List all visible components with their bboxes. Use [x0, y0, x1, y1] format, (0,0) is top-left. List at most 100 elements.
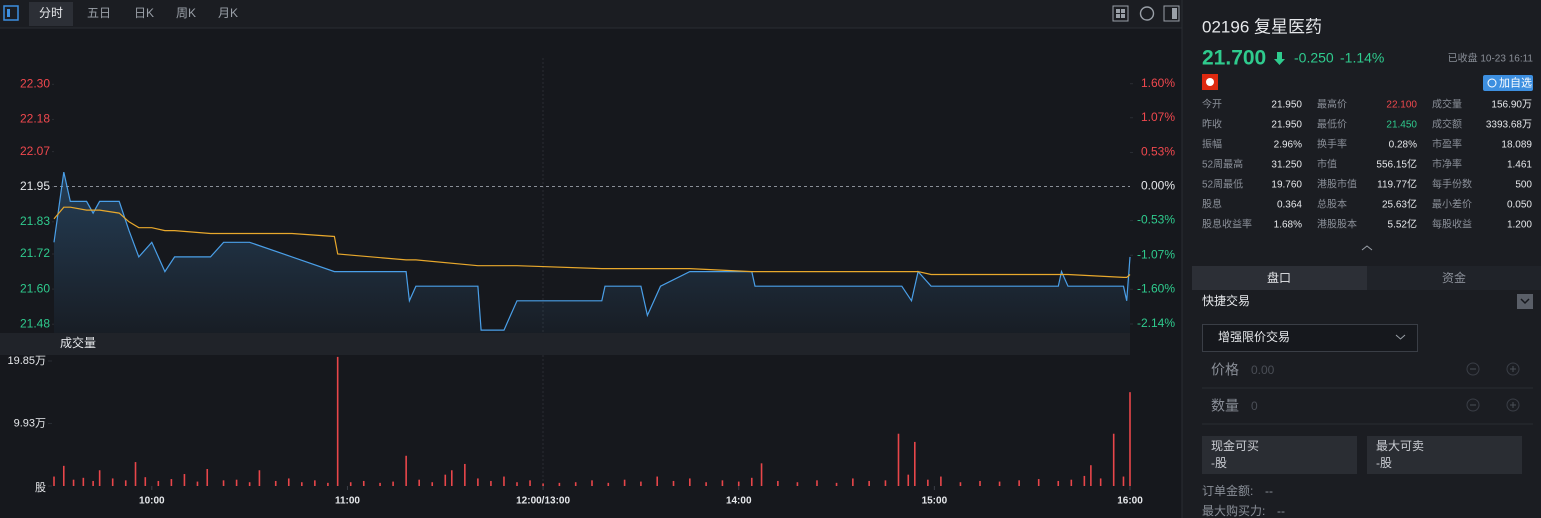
- stat-value: 119.77亿: [1377, 178, 1417, 191]
- stat-label: 股息收益率: [1202, 218, 1252, 231]
- volume-bar: [998, 481, 1001, 486]
- stat-label: 市净率: [1432, 158, 1462, 171]
- volume-bar: [607, 482, 610, 486]
- volume-bar: [235, 479, 238, 486]
- volume-bar: [392, 481, 394, 486]
- volume-bar: [816, 480, 818, 486]
- panel-tab[interactable]: 资金: [1442, 270, 1466, 285]
- plus-button[interactable]: [1506, 362, 1520, 376]
- stat-value: 0.364: [1277, 200, 1302, 211]
- trade-title: 快捷交易: [1202, 293, 1250, 308]
- minus-button[interactable]: [1466, 398, 1480, 412]
- y2-tick-label: 0.00%: [1141, 179, 1175, 193]
- grid-icon[interactable]: [1112, 5, 1129, 22]
- price-input[interactable]: 0.00: [1251, 363, 1275, 377]
- plus-button[interactable]: [1506, 398, 1520, 412]
- volume-bar: [897, 433, 900, 486]
- stat-value: 1.461: [1507, 160, 1532, 171]
- y-tick-label: 21.95: [20, 179, 50, 193]
- volume-bar: [336, 356, 339, 486]
- volume-bar: [542, 483, 544, 486]
- max-power-label: 最大购买力:: [1202, 503, 1265, 518]
- stat-label: 最小差价: [1432, 198, 1472, 211]
- tab-bg: [1367, 266, 1541, 290]
- toolbar: [0, 0, 1182, 28]
- average-line: [53, 206, 1131, 278]
- volume-bar: [1090, 465, 1092, 486]
- toolbar-tab[interactable]: 周K: [176, 6, 196, 20]
- volume-bar: [258, 470, 261, 486]
- y-tick-label: 21.48: [20, 316, 50, 330]
- refresh-icon[interactable]: [1139, 6, 1155, 21]
- volume-bar: [477, 478, 479, 486]
- volume-bar: [248, 482, 251, 486]
- volume-bar: [656, 476, 659, 486]
- x-tick-label: 11:00: [335, 496, 360, 507]
- volume-bar: [196, 481, 199, 486]
- x-tick-label: 10:00: [139, 496, 165, 507]
- volume-bar: [927, 479, 929, 486]
- price-label: 价格: [1211, 362, 1239, 378]
- toolbar-tab[interactable]: 日K: [134, 6, 154, 20]
- trade-toggle[interactable]: [1517, 294, 1533, 309]
- watch-button[interactable]: [1483, 75, 1533, 91]
- y2-tick-label: -0.53%: [1137, 213, 1175, 227]
- stat-label: 52周最低: [1202, 178, 1243, 191]
- volume-bar: [884, 480, 887, 486]
- quote-panel: [1192, 0, 1541, 518]
- y2-tick-label: -2.14%: [1137, 316, 1175, 330]
- volume-bar: [206, 468, 209, 486]
- stat-value: 1.68%: [1274, 220, 1302, 231]
- volume-bar: [750, 477, 753, 486]
- volume-bar: [183, 474, 186, 486]
- volume-title: 成交量: [60, 335, 96, 350]
- volume-bar: [737, 481, 740, 486]
- stat-label: 股息: [1202, 198, 1222, 211]
- volume-bar: [1037, 479, 1040, 486]
- volume-bar: [314, 480, 316, 486]
- panel-icon[interactable]: [1163, 5, 1180, 22]
- volume-bar: [705, 482, 707, 486]
- stat-value: 3393.68万: [1486, 120, 1532, 131]
- volume-bar: [134, 462, 137, 486]
- toolbar-tab[interactable]: 五日: [87, 6, 111, 20]
- volume-bar: [72, 479, 75, 486]
- stat-value: 22.100: [1386, 100, 1417, 111]
- qty-input[interactable]: 0: [1251, 399, 1258, 413]
- max-sell-label: 最大可卖: [1376, 439, 1424, 453]
- stat-label: 成交量: [1432, 98, 1462, 111]
- stat-value: 1.200: [1507, 220, 1532, 231]
- tabs: 分时 五日 日K 周K 月K: [39, 6, 238, 20]
- volume-bar: [444, 474, 447, 486]
- panel-tab[interactable]: 盘口: [1267, 270, 1291, 285]
- volume-bar: [490, 480, 492, 486]
- stat-value: 19.760: [1271, 180, 1302, 191]
- volume-bar: [1129, 392, 1131, 486]
- stat-label: 市值: [1317, 158, 1337, 171]
- order-type-select[interactable]: [1202, 324, 1418, 352]
- volume-bar: [529, 480, 531, 486]
- y2-tick-label: 0.53%: [1141, 145, 1175, 159]
- volume-bar: [796, 482, 799, 486]
- stat-label: 总股本: [1317, 198, 1347, 211]
- toolbar-tab[interactable]: 月K: [218, 6, 238, 20]
- minus-button[interactable]: [1466, 362, 1480, 376]
- volume-bar: [591, 480, 593, 486]
- last-price: 21.700: [1202, 47, 1266, 70]
- stat-label: 振幅: [1202, 138, 1222, 151]
- stat-label: 市盈率: [1432, 138, 1462, 151]
- layout-icon[interactable]: [3, 5, 19, 21]
- y-tick-label: 19.85万: [7, 355, 46, 367]
- volume-bar: [450, 470, 453, 486]
- volume-bar: [868, 480, 870, 486]
- volume-bar: [82, 477, 85, 486]
- toolbar-tab[interactable]: 分时: [39, 6, 63, 20]
- volume-bar: [418, 479, 420, 486]
- collapse-arrow[interactable]: [1361, 245, 1373, 251]
- stat-value: 18.089: [1501, 140, 1532, 151]
- stat-label: 今开: [1202, 98, 1222, 111]
- stat-label: 每手份数: [1432, 178, 1472, 191]
